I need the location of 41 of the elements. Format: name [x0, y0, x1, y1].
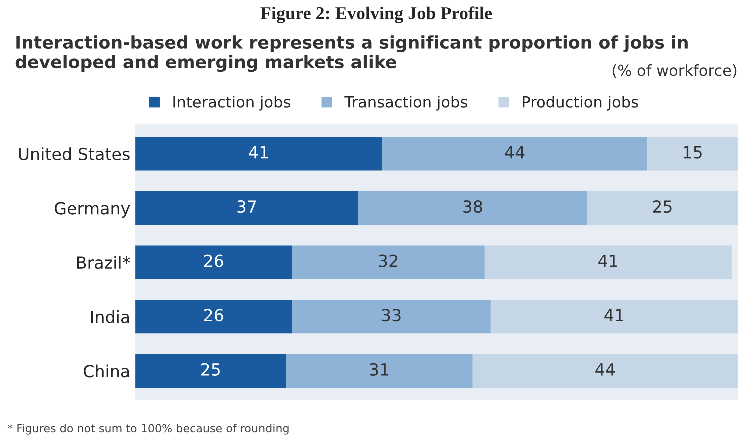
y-tick-label: China: [84, 364, 130, 378]
data-label: 41: [598, 255, 618, 268]
bar: [472, 354, 738, 388]
y-tick-label: India: [91, 310, 130, 324]
text: * Figures do not sum to 100% because of rounding: [8, 424, 289, 435]
legend-label: Interaction jobs: [174, 96, 290, 111]
bar: [136, 137, 383, 171]
y-tick-label: United States: [19, 148, 130, 161]
data-label: 26: [204, 309, 224, 322]
y-tick-label: Brazil*: [77, 256, 130, 270]
bar: [136, 246, 292, 280]
data-label: 44: [505, 146, 525, 159]
bar: [484, 246, 732, 280]
data-label: 26: [204, 254, 224, 268]
bar: [136, 354, 286, 388]
data-label: 32: [379, 254, 398, 268]
x-axis-title: (% of workforce): [612, 64, 737, 78]
bar: [292, 300, 491, 334]
data-label: 31: [370, 363, 389, 376]
bar: [648, 137, 738, 171]
data-label: 44: [596, 364, 616, 376]
bar: [292, 246, 485, 280]
y-tick-label: Germany: [55, 202, 130, 218]
bar: [286, 354, 473, 388]
legend-label: Production jobs: [523, 96, 638, 111]
bar: [382, 137, 648, 171]
legend-label: Transaction jobs: [344, 96, 468, 111]
bar: [490, 300, 738, 334]
data-label: 38: [464, 200, 482, 214]
chart-title: Figure 2: Evolving Job Profile: [260, 6, 492, 24]
data-label: 41: [249, 146, 268, 159]
data-label: 41: [604, 309, 624, 322]
data-label: 33: [382, 309, 401, 322]
bar: [136, 191, 358, 226]
data-label: 25: [201, 363, 220, 376]
data-label: 15: [684, 146, 702, 159]
data-label: 25: [653, 200, 672, 214]
data-label: 37: [238, 200, 256, 214]
bar: [358, 191, 588, 226]
bar: [587, 191, 738, 226]
bar: [136, 300, 292, 334]
